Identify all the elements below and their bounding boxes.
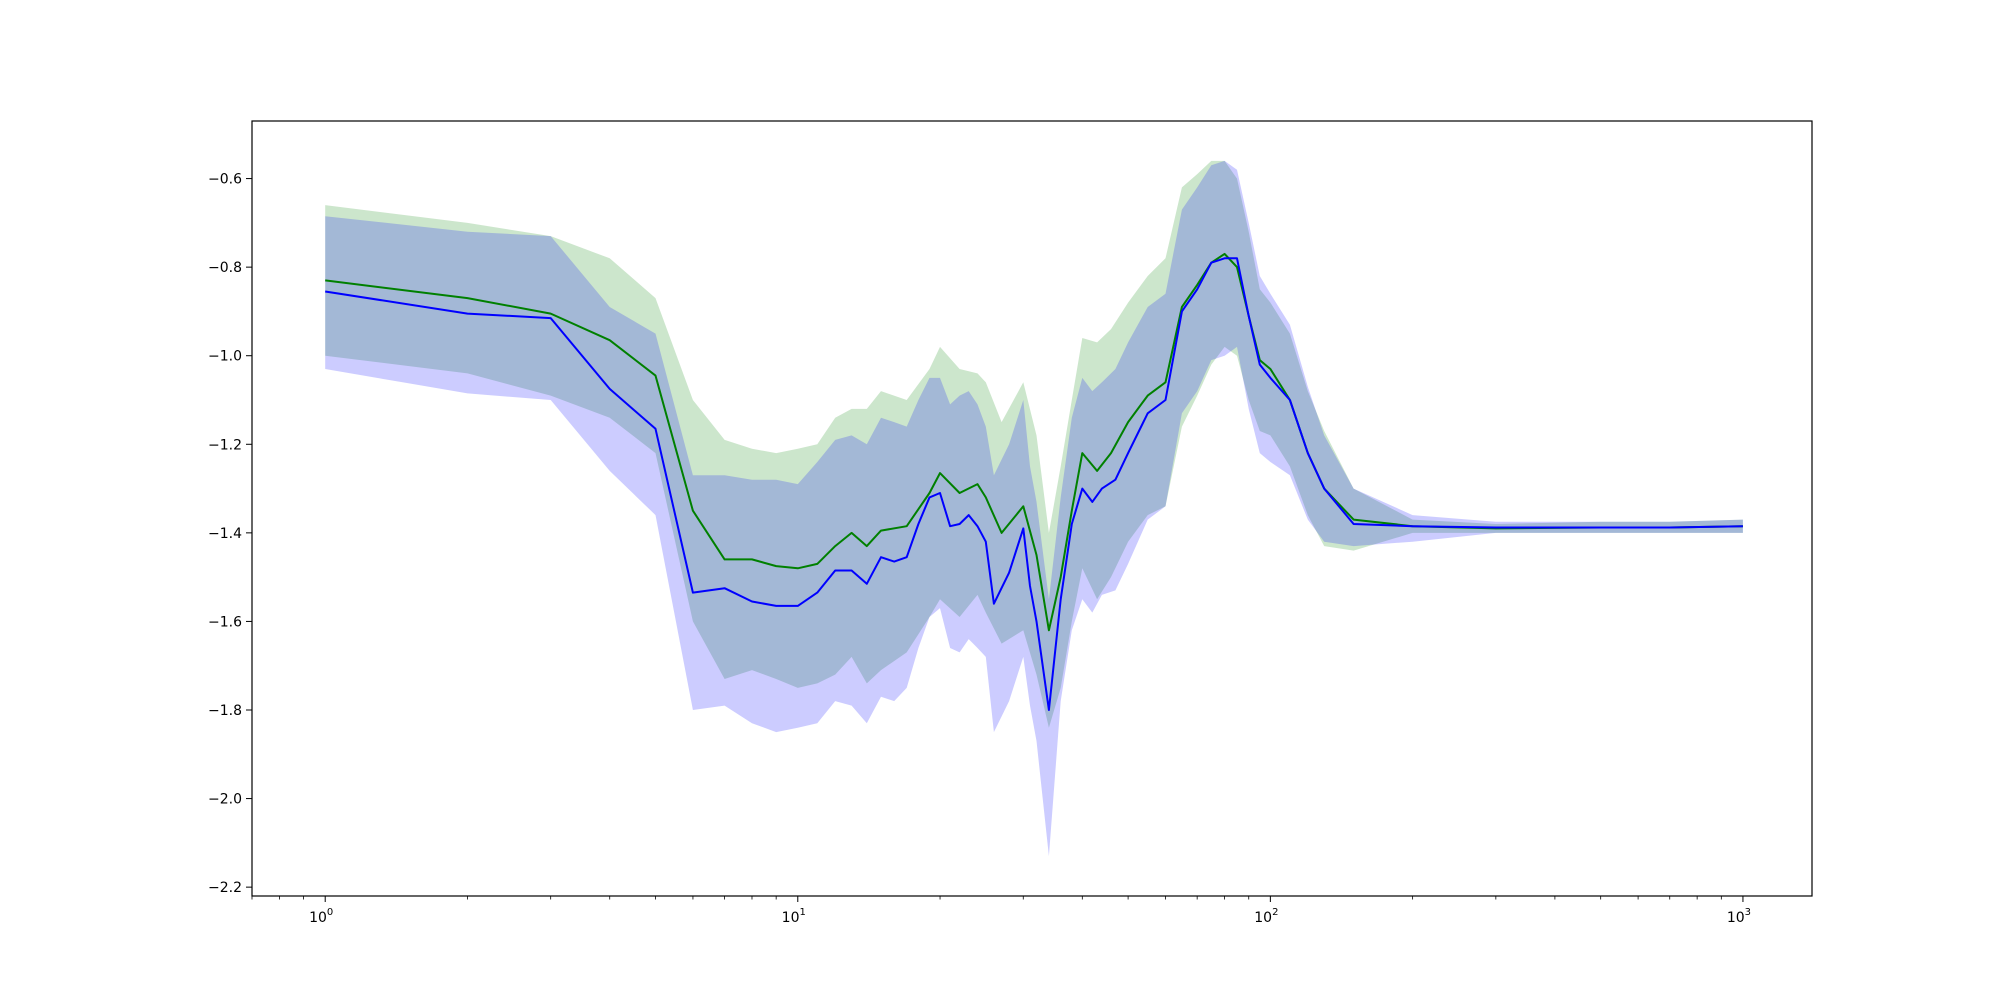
- confidence-bands: [325, 160, 1743, 857]
- y-tick-label: −1.0: [208, 349, 242, 365]
- series-1-band: [325, 160, 1743, 728]
- y-tick-label: −2.0: [208, 792, 242, 808]
- x-tick-label: 101: [782, 907, 806, 926]
- series-2-line: [325, 257, 1743, 711]
- series-2-band: [325, 160, 1743, 857]
- series-lines: [325, 252, 1743, 711]
- y-tick-label: −1.2: [208, 437, 242, 453]
- x-tick-label: 102: [1254, 907, 1278, 926]
- axes-frame: [251, 120, 1813, 897]
- x-tick-label: 100: [309, 907, 333, 926]
- x-tick-label: 103: [1727, 907, 1751, 926]
- y-tick-label: −1.8: [208, 703, 242, 719]
- y-tick-label: −1.4: [208, 526, 242, 542]
- x-axis-ticks: 100 101 102 103: [251, 896, 1751, 926]
- y-tick-label: −0.8: [208, 260, 242, 276]
- y-tick-label: −2.2: [208, 880, 242, 896]
- y-tick-label: −1.6: [208, 614, 242, 630]
- y-tick-label: −0.6: [208, 172, 242, 188]
- y-axis-ticks: −0.6 −0.8 −1.0 −1.2 −1.4 −1.6 −1.8 −2.0 −2.2: [208, 172, 252, 896]
